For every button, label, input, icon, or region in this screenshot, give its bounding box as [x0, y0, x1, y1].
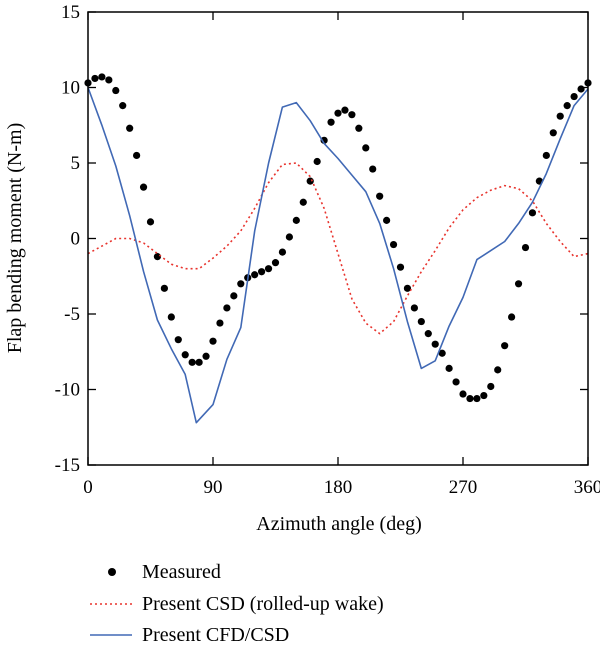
measured-point — [445, 364, 453, 372]
measured-point — [112, 86, 120, 95]
measured-point — [313, 157, 321, 166]
measured-point — [119, 102, 127, 110]
y-axis-title: Flap bending moment (N-m) — [4, 123, 26, 354]
x-tick-label: 90 — [204, 477, 223, 498]
measured-point — [521, 243, 530, 252]
legend: Measured Present CSD (rolled-up wake) Pres… — [90, 561, 384, 646]
measured-point — [209, 337, 217, 345]
legend-marker-measured — [108, 568, 116, 576]
series-measured — [84, 73, 592, 403]
measured-point — [362, 144, 370, 152]
measured-point — [105, 76, 113, 84]
measured-point — [570, 92, 578, 101]
measured-point — [438, 349, 446, 357]
measured-point — [403, 284, 412, 292]
measured-point — [299, 198, 307, 206]
y-tick-label: 0 — [71, 229, 81, 250]
legend-label: Present CSD (rolled-up wake) — [142, 593, 384, 615]
x-tick-label: 270 — [449, 477, 478, 498]
measured-point — [285, 233, 293, 241]
measured-point — [264, 265, 273, 273]
measured-point — [431, 340, 439, 348]
measured-point — [383, 216, 391, 224]
measured-point — [563, 102, 571, 110]
x-axis-ticks: 0 90 180 270 360 — [83, 12, 600, 498]
measured-point — [139, 183, 148, 191]
measured-point — [487, 382, 495, 391]
measured-point — [341, 106, 349, 114]
measured-point — [98, 73, 106, 81]
measured-point — [466, 394, 474, 403]
y-tick-label: -10 — [55, 380, 80, 401]
measured-point — [473, 394, 481, 403]
measured-point — [355, 124, 363, 132]
x-axis-title: Azimuth angle (deg) — [256, 513, 422, 535]
measured-point — [216, 319, 224, 327]
measured-point — [237, 280, 245, 288]
measured-point — [577, 85, 585, 93]
measured-point — [223, 304, 231, 312]
measured-point — [389, 240, 398, 249]
measured-point — [424, 330, 432, 338]
y-tick-label: -5 — [64, 304, 80, 325]
measured-point — [480, 391, 488, 400]
measured-point — [396, 263, 405, 271]
measured-point — [508, 313, 516, 321]
x-tick-label: 0 — [83, 477, 93, 498]
measured-point — [278, 248, 287, 256]
measured-point — [167, 313, 175, 321]
measured-point — [528, 209, 537, 217]
measured-point — [334, 109, 342, 117]
measured-point — [410, 304, 418, 312]
measured-point — [188, 358, 196, 366]
measured-point — [195, 358, 203, 366]
measured-point — [369, 165, 377, 173]
measured-point — [320, 136, 328, 144]
measured-point — [126, 124, 134, 132]
measured-point — [174, 336, 182, 344]
measured-point — [459, 390, 467, 398]
measured-point — [542, 151, 550, 160]
measured-point — [146, 218, 155, 226]
series-layer — [84, 73, 592, 424]
measured-point — [327, 118, 335, 126]
y-tick-label: -15 — [55, 455, 80, 476]
measured-point — [494, 366, 502, 374]
measured-point — [376, 192, 384, 200]
measured-point — [91, 74, 99, 83]
measured-point — [271, 259, 280, 267]
measured-point — [514, 280, 523, 288]
measured-point — [160, 284, 168, 292]
measured-point — [230, 292, 238, 300]
measured-point — [501, 342, 509, 350]
measured-point — [348, 111, 356, 119]
measured-point — [258, 268, 266, 276]
y-tick-label: 5 — [71, 153, 81, 174]
measured-point — [549, 129, 557, 137]
x-tick-label: 180 — [324, 477, 353, 498]
legend-label: Measured — [142, 561, 221, 583]
series-csd-rolled-up-wake-line — [87, 162, 589, 335]
measured-point — [417, 317, 425, 326]
y-axis-ticks: 15 10 5 0 -5 -10 -15 — [55, 2, 588, 476]
measured-point — [292, 216, 300, 224]
y-tick-label: 10 — [61, 78, 80, 99]
measured-point — [133, 151, 141, 160]
y-tick-label: 15 — [61, 2, 80, 23]
measured-point — [202, 352, 210, 360]
measured-point — [306, 177, 314, 185]
measured-point — [181, 351, 189, 359]
series-cfd-csd-line — [87, 87, 589, 424]
measured-point — [153, 253, 162, 261]
x-tick-label: 360 — [574, 477, 600, 498]
measured-point — [251, 271, 259, 279]
measured-point — [556, 112, 564, 120]
legend-label: Present CFD/CSD — [142, 624, 289, 646]
measured-point — [452, 378, 460, 386]
plot-frame — [87, 11, 589, 466]
